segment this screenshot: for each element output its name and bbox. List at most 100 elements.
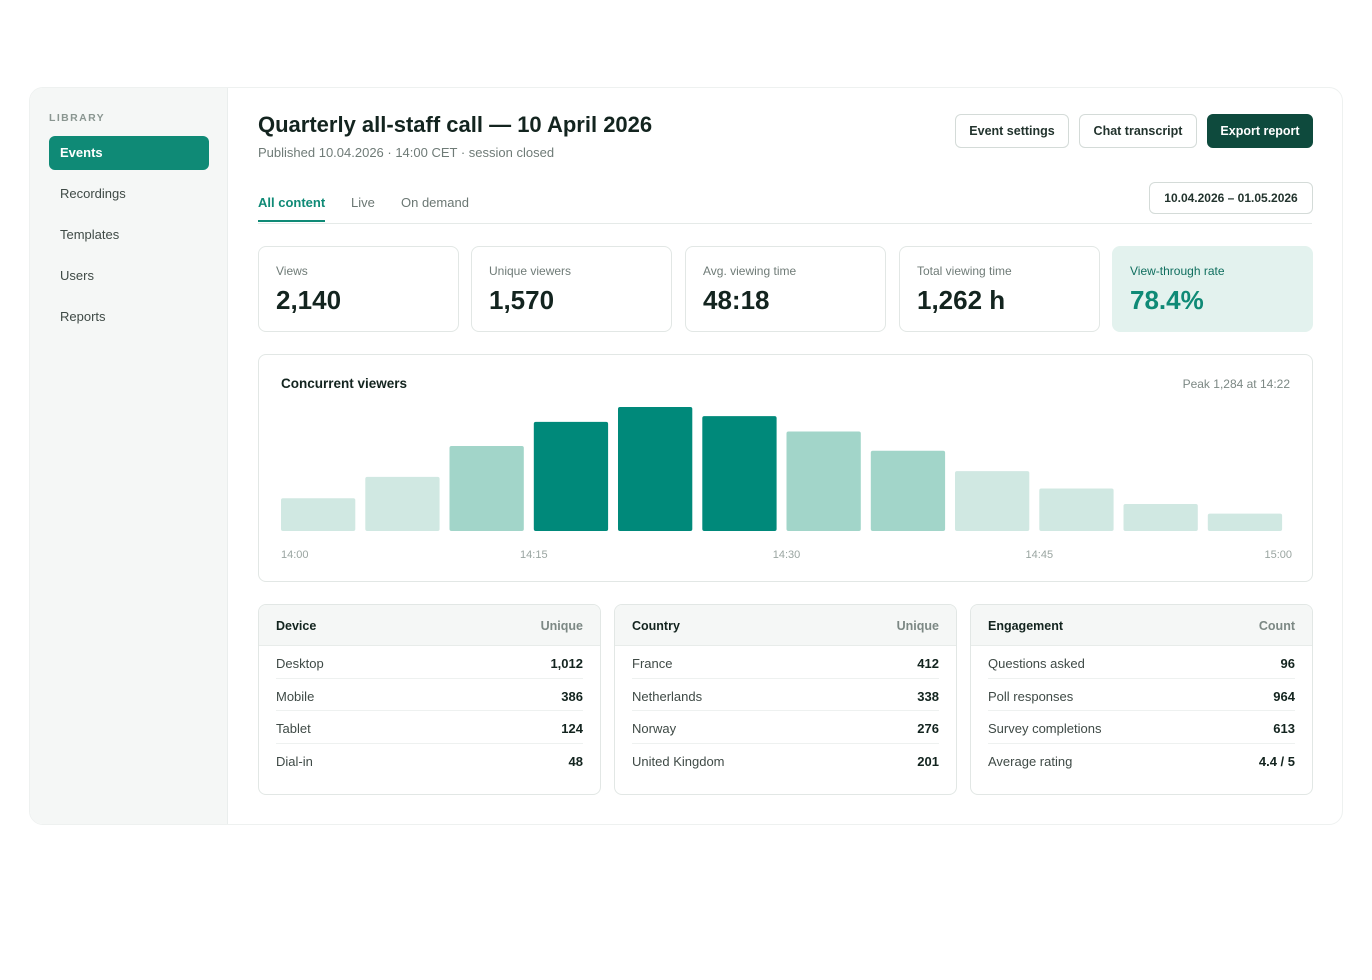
row-value: 338	[917, 688, 939, 704]
tab-all-content[interactable]: All content	[258, 195, 326, 222]
table-row: Questions asked 96	[988, 646, 1295, 679]
page-subtitle: Published 10.04.2026 · 14:00 CET · sessi…	[258, 145, 555, 160]
row-value: 48	[568, 754, 583, 770]
x-tick-label: 14:30	[773, 549, 801, 561]
sidebar-heading: LIBRARY	[49, 112, 106, 124]
device-table: Device Unique Desktop 1,012 Mobile 386 Tab…	[258, 604, 601, 795]
main-content: Quarterly all-staff call — 10 April 2026…	[228, 88, 1342, 824]
column-header: Device	[276, 619, 317, 633]
page-title: Quarterly all-staff call — 10 April 2026	[258, 112, 653, 137]
sidebar-item-events[interactable]: Events	[49, 136, 209, 170]
table-row: Average rating 4.4 / 5	[988, 744, 1295, 777]
chart-title: Concurrent viewers	[281, 376, 408, 391]
stat-label: Avg. viewing time	[703, 264, 797, 278]
table-row: Dial-in 48	[276, 744, 583, 777]
row-label: France	[632, 656, 673, 671]
stat-card-views: Views 2,140	[258, 246, 459, 332]
chart-bar	[618, 407, 693, 531]
event-settings-button[interactable]: Event settings	[955, 114, 1069, 148]
chart-bar	[449, 446, 524, 531]
row-label: United Kingdom	[632, 754, 725, 770]
country-table: Country Unique France 412 Netherlands 338 …	[614, 604, 957, 795]
row-value: 124	[561, 721, 583, 737]
stat-value: 2,140	[276, 285, 342, 315]
stat-card-avg-viewing-time: Avg. viewing time 48:18	[685, 246, 886, 332]
column-header: Count	[1258, 619, 1295, 633]
chart-bar	[786, 431, 861, 531]
column-header: Unique	[896, 619, 939, 633]
table-row: Poll responses 964	[988, 679, 1295, 712]
concurrent-viewers-chart: 14:00 14:15 14:30 14:45 15:00 Concurrent vie…	[258, 354, 1313, 582]
row-value: 1,012	[550, 656, 583, 671]
sidebar-item-recordings[interactable]: Recordings	[60, 186, 126, 201]
chart-bar	[955, 471, 1030, 531]
row-label: Average rating	[988, 754, 1073, 770]
stat-card-total-viewing-time: Total viewing time 1,262 h	[899, 246, 1100, 332]
row-value: 96	[1280, 656, 1295, 671]
chart-peak-label: Peak 1,284 at 14:22	[1182, 377, 1290, 391]
export-report-button[interactable]: Export report	[1207, 114, 1313, 148]
row-label: Survey completions	[988, 721, 1102, 737]
table-row: Norway 276	[632, 711, 939, 745]
stat-value: 1,570	[489, 285, 555, 315]
chart-bar	[1039, 488, 1114, 531]
row-value: 201	[917, 754, 939, 770]
sidebar-item-templates[interactable]: Templates	[60, 227, 120, 242]
tab-live[interactable]: Live	[351, 195, 375, 210]
tab-on-demand[interactable]: On demand	[401, 195, 469, 210]
row-value: 386	[561, 688, 583, 704]
stat-value: 78.4%	[1130, 285, 1204, 315]
chart-bar	[1123, 504, 1198, 531]
x-tick-label: 14:15	[520, 549, 548, 561]
row-value: 412	[917, 656, 939, 671]
stat-card-unique-viewers: Unique viewers 1,570	[471, 246, 672, 332]
row-label: Dial-in	[276, 754, 313, 770]
x-tick-label: 14:00	[281, 549, 309, 561]
stat-label: Views	[276, 264, 308, 278]
chart-bar	[702, 416, 777, 531]
row-label: Mobile	[276, 688, 315, 704]
column-header: Engagement	[988, 619, 1064, 633]
chart-canvas: 14:00 14:15 14:30 14:45 15:00	[281, 407, 1292, 561]
column-header: Country	[632, 619, 680, 633]
engagement-table: Engagement Count Questions asked 96 Poll …	[970, 604, 1313, 795]
table-header: Device Unique	[259, 605, 600, 646]
chart-bar	[533, 421, 609, 531]
table-row: Tablet 124	[276, 711, 583, 745]
table-row: United Kingdom 201	[632, 744, 939, 777]
chat-transcript-button[interactable]: Chat transcript	[1079, 114, 1197, 148]
sidebar-item-users[interactable]: Users	[60, 268, 94, 283]
chart-bar	[1207, 513, 1283, 531]
chart-bar	[281, 498, 356, 531]
row-label: Netherlands	[632, 688, 703, 704]
table-row: France 412	[632, 646, 939, 679]
stat-card-view-through-rate: View-through rate 78.4%	[1112, 246, 1313, 332]
row-label: Tablet	[276, 721, 311, 737]
table-header: Country Unique	[615, 605, 956, 646]
chart-bar	[365, 476, 440, 531]
table-row: Survey completions 613	[988, 711, 1295, 745]
date-range-picker[interactable]: 10.04.2026 – 01.05.2026	[1149, 182, 1313, 214]
stat-label: Total viewing time	[917, 264, 1012, 278]
sidebar-item-reports[interactable]: Reports	[60, 309, 106, 324]
table-row: Desktop 1,012	[276, 646, 583, 679]
row-label: Poll responses	[988, 688, 1074, 704]
content-tabs: All content Live On demand	[258, 192, 1312, 224]
chart-bar	[870, 450, 946, 531]
sidebar: LIBRARY Events Recordings Templates User…	[30, 88, 228, 824]
stat-label: Unique viewers	[489, 264, 572, 278]
app-window: LIBRARY Events Recordings Templates User…	[29, 87, 1343, 825]
table-row: Netherlands 338	[632, 679, 939, 712]
row-label: Desktop	[276, 656, 324, 671]
stat-value: 1,262 h	[917, 285, 1006, 315]
x-tick-label: 14:45	[1026, 549, 1054, 561]
stat-label: View-through rate	[1130, 264, 1225, 278]
column-header: Unique	[540, 619, 583, 633]
row-label: Questions asked	[988, 656, 1085, 671]
stat-value: 48:18	[703, 285, 770, 315]
row-label: Norway	[632, 721, 677, 737]
table-row: Mobile 386	[276, 679, 583, 712]
table-header: Engagement Count	[971, 605, 1312, 646]
row-value: 964	[1273, 688, 1295, 704]
x-tick-label: 15:00	[1264, 549, 1292, 561]
